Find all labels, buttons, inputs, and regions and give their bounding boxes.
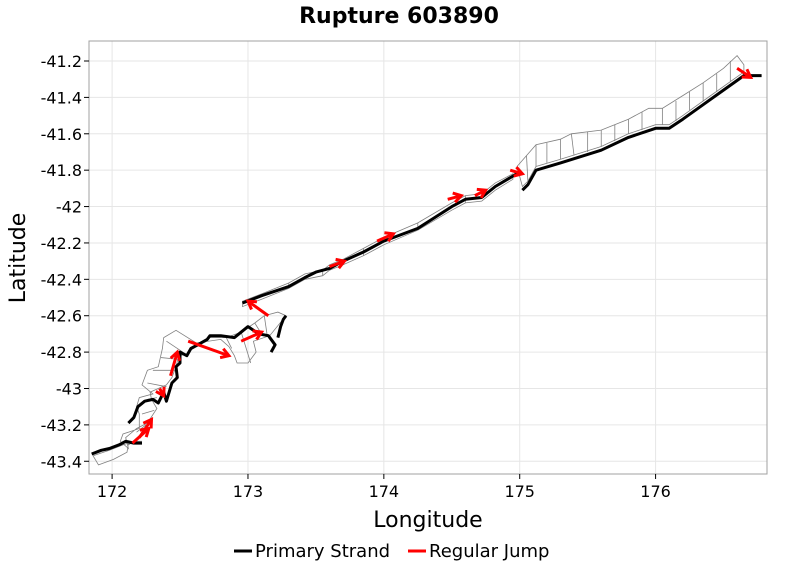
fault-section-rib <box>570 133 575 156</box>
regular-jump-arrow <box>376 231 397 243</box>
fault-section-rib <box>147 382 167 388</box>
regular-jump-arrow <box>138 417 154 439</box>
regular-jump-arrow <box>245 299 270 317</box>
regular-jump-arrow <box>240 329 265 343</box>
x-tick-label: 176 <box>640 482 671 501</box>
regular-jump-arrow <box>509 166 526 178</box>
jump-arrow-shaft <box>187 339 230 358</box>
fault-section-outline <box>242 173 514 308</box>
jump-arrow-head <box>335 257 348 270</box>
y-tick-label: -42.2 <box>41 234 82 253</box>
regular-jump-arrow <box>447 191 465 204</box>
jump-arrow-shaft <box>138 418 153 439</box>
y-tick-label: -42.8 <box>41 343 82 362</box>
plot-border <box>88 40 768 475</box>
jump-arrow-shaft <box>376 232 394 243</box>
fault-section-rib <box>263 315 268 334</box>
primary-strand-segment <box>241 170 521 305</box>
y-tick-label: -41.2 <box>41 52 82 71</box>
jump-arrows <box>131 67 754 445</box>
primary-strand-lines <box>91 74 762 456</box>
fault-section-rib <box>225 337 233 349</box>
regular-jump-arrow <box>169 349 182 377</box>
x-tick-label: 172 <box>97 482 128 501</box>
jump-arrow-shaft <box>240 330 263 343</box>
jump-arrow-head <box>476 187 489 199</box>
primary-strand-segment <box>276 314 288 338</box>
x-axis-ticks: 172 173 174 175 176 <box>97 474 671 501</box>
y-tick-label: -41.8 <box>41 161 82 180</box>
legend-label-regular-jump: Regular Jump <box>429 541 549 562</box>
y-axis-ticks: -41.2 -41.4 -41.6 -41.8 -42 -42.2 -42.4 -42.6 -4… <box>41 52 89 471</box>
y-tick-label: -41.6 <box>41 125 82 144</box>
y-tick-label: -43.2 <box>41 416 82 435</box>
jump-arrow-head <box>142 417 154 429</box>
x-axis-label: Longitude <box>373 508 482 533</box>
jump-arrow-shaft <box>247 299 270 317</box>
fault-section-rib <box>240 331 252 364</box>
jump-arrow-head <box>384 231 397 243</box>
fault-section-outline <box>119 311 287 450</box>
jump-arrow-head <box>252 329 265 341</box>
primary-strand-segment <box>127 325 277 425</box>
x-tick-label: 175 <box>504 482 535 501</box>
jump-arrow-head <box>513 166 526 178</box>
jump-arrow-head <box>139 426 151 438</box>
y-tick-label: -43.4 <box>41 452 82 471</box>
chart-title: Rupture 603890 <box>299 4 499 29</box>
jump-arrow-head <box>219 347 232 360</box>
fault-section-rib <box>526 155 529 182</box>
y-tick-label: -42.4 <box>41 270 82 289</box>
y-tick-label: -42.6 <box>41 307 82 326</box>
y-axis-label: Latitude <box>6 213 31 304</box>
legend-label-primary-strand: Primary Strand <box>255 541 390 562</box>
grid-lines <box>89 41 767 474</box>
jump-arrow-head <box>155 386 166 399</box>
fault-section-rib <box>141 409 155 415</box>
legend: Primary Strand Regular Jump <box>234 541 549 562</box>
plot-area <box>89 41 767 474</box>
regular-jump-arrow <box>474 187 489 199</box>
y-tick-label: -41.4 <box>41 88 82 107</box>
regular-jump-arrow <box>328 257 348 270</box>
regular-jump-arrow <box>155 386 166 399</box>
jump-arrow-head <box>452 191 465 204</box>
y-tick-label: -42 <box>56 198 82 217</box>
jump-arrow-head <box>245 299 258 311</box>
y-tick-label: -43 <box>56 379 82 398</box>
x-tick-label: 174 <box>369 482 400 501</box>
fault-section-rib <box>166 340 183 353</box>
regular-jump-arrow <box>187 339 232 360</box>
jump-arrow-head <box>741 68 754 80</box>
jump-arrow-shaft <box>169 351 179 377</box>
primary-strand-segment <box>521 74 762 192</box>
jump-arrow-head <box>169 349 182 362</box>
x-tick-label: 173 <box>233 482 264 501</box>
regular-jump-arrow <box>736 67 754 80</box>
